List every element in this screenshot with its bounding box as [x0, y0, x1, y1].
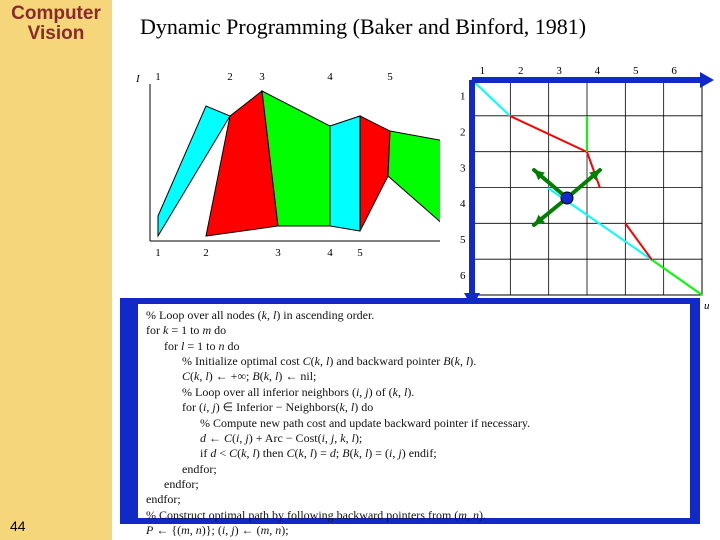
pseudocode-line: % Initialize optimal cost C(k, l) and ba… [146, 354, 682, 369]
pseudocode-line: for k = 1 to m do [146, 323, 682, 338]
svg-text:5: 5 [357, 247, 363, 259]
svg-text:1: 1 [155, 247, 161, 259]
svg-text:2: 2 [460, 127, 466, 139]
left-profile-figure: 123456123456Iu [120, 64, 440, 284]
right-grid-figure: 1 2 3 4 5 6 1 2 3 4 5 6 u [450, 58, 714, 313]
svg-text:6: 6 [460, 270, 466, 282]
svg-text:5: 5 [633, 65, 639, 77]
svg-text:5: 5 [387, 71, 393, 83]
svg-text:1: 1 [480, 65, 486, 77]
svg-text:3: 3 [259, 71, 265, 83]
svg-text:3: 3 [460, 162, 466, 174]
svg-text:2: 2 [518, 65, 524, 77]
pseudocode-inner: % Loop over all nodes (k, l) in ascendin… [138, 304, 690, 518]
svg-text:4: 4 [327, 71, 333, 83]
svg-text:u: u [704, 300, 710, 312]
pseudocode-line: endfor; [146, 462, 682, 477]
sidebar-title-line2: Vision [28, 23, 85, 44]
pseudocode-line: P ← {(m, n)}; (i, j) ← (m, n); [146, 523, 682, 538]
svg-text:4: 4 [327, 247, 333, 259]
pseudocode-line: for (i, j) ∈ Inferior − Neighbors(k, l) … [146, 400, 682, 415]
slide-title: Dynamic Programming (Baker and Binford, … [140, 14, 586, 40]
svg-text:I: I [135, 73, 141, 85]
pseudocode-box: % Loop over all nodes (k, l) in ascendin… [120, 298, 700, 524]
svg-text:1: 1 [155, 71, 161, 83]
sidebar-title-line1: Computer [11, 3, 101, 24]
pseudocode-line: d ← C(i, j) + Arc − Cost(i, j, k, l); [146, 431, 682, 446]
pseudocode-line: C(k, l) ← +∞; B(k, l) ← nil; [146, 369, 682, 384]
pseudocode-line: endfor; [146, 492, 682, 507]
svg-text:3: 3 [556, 65, 562, 77]
svg-text:2: 2 [227, 71, 233, 83]
svg-text:2: 2 [203, 247, 209, 259]
svg-text:4: 4 [595, 65, 601, 77]
sidebar-title: Computer Vision [0, 4, 112, 44]
svg-text:4: 4 [460, 198, 466, 210]
pseudocode-line: for l = 1 to n do [146, 339, 682, 354]
svg-text:6: 6 [671, 65, 677, 77]
figure-area: 123456123456Iu 123456123456u [120, 64, 700, 284]
pseudocode-line: % Compute new path cost and update backw… [146, 416, 682, 431]
svg-text:3: 3 [275, 247, 281, 259]
pseudocode-line: % Loop over all nodes (k, l) in ascendin… [146, 308, 682, 323]
svg-text:1: 1 [460, 91, 466, 103]
slide-number: 44 [10, 518, 26, 534]
svg-text:5: 5 [460, 234, 466, 246]
pseudocode-line: % Construct optimal path by following ba… [146, 508, 682, 523]
pseudocode-line: if d < C(k, l) then C(k, l) = d; B(k, l)… [146, 446, 682, 461]
pseudocode-line: endfor; [146, 477, 682, 492]
slide: Computer Vision 44 Dynamic Programming (… [0, 0, 720, 540]
pseudocode-line: % Loop over all inferior neighbors (i, j… [146, 385, 682, 400]
sidebar: Computer Vision 44 [0, 0, 112, 540]
